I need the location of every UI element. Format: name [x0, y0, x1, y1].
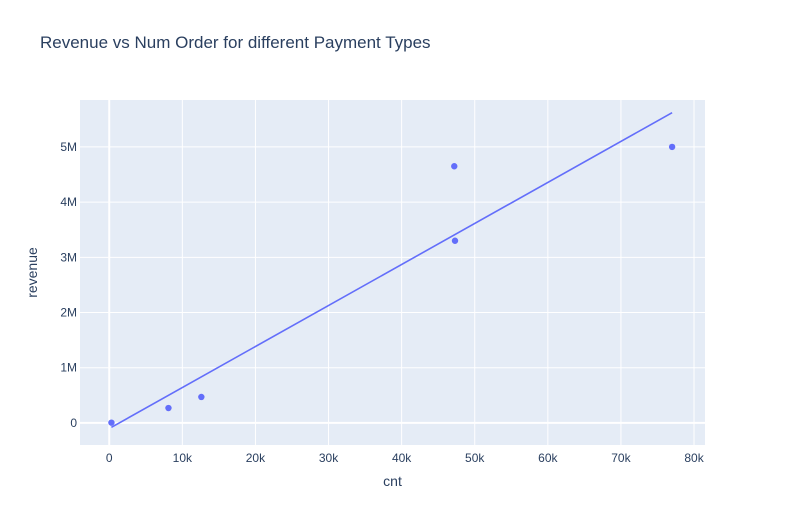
grid-lines — [80, 100, 705, 445]
trend-line — [111, 111, 673, 429]
data-point — [668, 143, 676, 151]
y-tick-label: 5M — [60, 140, 77, 154]
x-tick-label: 40k — [392, 451, 412, 465]
tick-labels: 0 10k 20k 30k 40k 50k 60k 70k 80k 0 1M 2M 3M 4M 5M — [60, 140, 704, 465]
data-points — [108, 143, 676, 426]
chart-title: Revenue vs Num Order for different Payme… — [40, 33, 431, 52]
data-point — [451, 163, 458, 170]
trend-line-layer — [111, 111, 673, 429]
data-point — [108, 419, 115, 426]
x-tick-label: 70k — [611, 451, 631, 465]
y-tick-label: 1M — [60, 361, 77, 375]
x-tick-label: 50k — [465, 451, 485, 465]
y-tick-label: 2M — [60, 306, 77, 320]
plot-area — [80, 100, 705, 445]
data-point — [198, 393, 205, 401]
data-point — [165, 404, 172, 412]
x-tick-label: 60k — [538, 451, 558, 465]
y-tick-label: 3M — [60, 250, 77, 264]
x-tick-label: 0 — [106, 451, 113, 465]
x-tick-label: 10k — [173, 451, 193, 465]
x-axis-title: cnt — [383, 473, 402, 489]
x-tick-label: 30k — [319, 451, 339, 465]
data-point — [451, 237, 459, 244]
y-tick-label: 4M — [60, 195, 77, 209]
x-tick-label: 20k — [246, 451, 266, 465]
x-tick-label: 80k — [684, 451, 704, 465]
y-tick-label: 0 — [70, 416, 77, 430]
y-axis-title: revenue — [24, 247, 40, 298]
